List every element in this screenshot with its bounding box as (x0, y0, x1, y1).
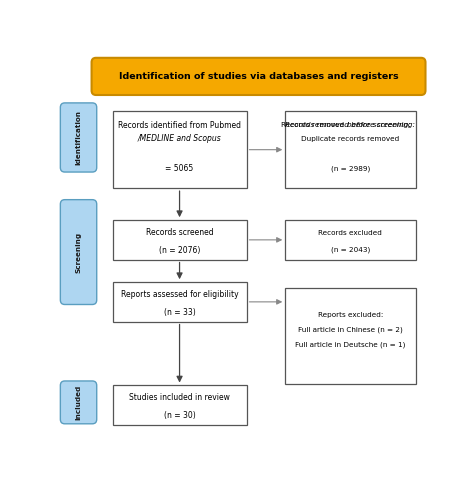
FancyBboxPatch shape (60, 103, 97, 172)
Bar (112, 111, 246, 188)
Text: (n = 2076): (n = 2076) (159, 245, 200, 255)
Text: Records removed: Records removed (282, 122, 346, 128)
Text: Full article in Chinese (n = 2): Full article in Chinese (n = 2) (298, 327, 403, 333)
FancyBboxPatch shape (60, 200, 97, 305)
Text: Identification: Identification (75, 110, 82, 165)
Text: before screening:: before screening: (346, 122, 410, 128)
Bar (285, 288, 416, 384)
Text: (n = 33): (n = 33) (164, 308, 195, 317)
Bar (285, 220, 416, 260)
Text: Records removed ​before screening:: Records removed ​before screening: (285, 122, 415, 128)
Text: = 5065: = 5065 (165, 164, 194, 173)
Text: Records excluded: Records excluded (319, 229, 383, 236)
Text: Duplicate records removed: Duplicate records removed (301, 136, 400, 142)
Bar (112, 220, 246, 260)
Text: Reports assessed for eligibility: Reports assessed for eligibility (121, 290, 238, 299)
Text: (n = 2043): (n = 2043) (331, 247, 370, 253)
Text: Records screened: Records screened (146, 228, 213, 237)
Text: Records identified from Pubmed: Records identified from Pubmed (118, 121, 241, 130)
Bar (112, 282, 246, 322)
Bar (112, 386, 246, 425)
Text: Reports excluded:: Reports excluded: (318, 312, 383, 318)
FancyBboxPatch shape (91, 58, 426, 95)
Text: /MEDLINE and Scopus: /MEDLINE and Scopus (137, 134, 221, 143)
Bar (285, 111, 416, 188)
Text: (n = 2989): (n = 2989) (331, 165, 370, 172)
Text: Included: Included (75, 385, 82, 420)
Text: Identification of studies via databases and registers: Identification of studies via databases … (118, 72, 398, 81)
Text: Screening: Screening (75, 231, 82, 273)
Text: Studies included in review: Studies included in review (129, 393, 230, 403)
Text: Full article in Deutsche (n = 1): Full article in Deutsche (n = 1) (295, 342, 406, 348)
Text: (n = 30): (n = 30) (164, 411, 195, 420)
FancyBboxPatch shape (60, 381, 97, 424)
